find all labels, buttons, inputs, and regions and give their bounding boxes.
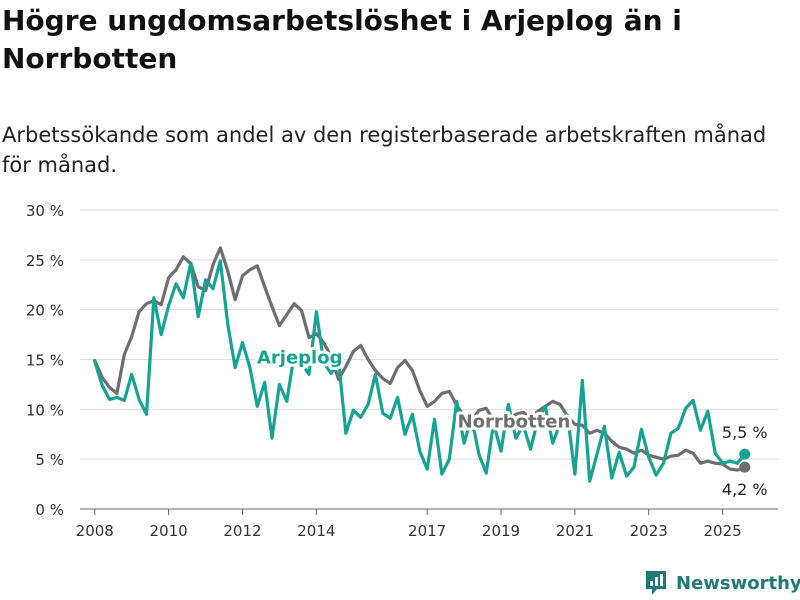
brand-name: Newsworthy [676, 572, 800, 594]
x-tick-label: 2025 [704, 522, 742, 540]
y-tick-label: 15 % [26, 352, 64, 370]
series-line-arjeplog [93, 259, 747, 483]
x-tick-label: 2021 [556, 522, 594, 540]
x-tick-label: 2008 [76, 522, 114, 540]
y-tick-label: 25 % [26, 252, 64, 270]
chart-subtitle: Arbetssökande som andel av den registerb… [2, 123, 767, 177]
x-tick-label: 2017 [408, 522, 446, 540]
x-axis: 2008 2010 2012 2014 2017 2019 2021 2023 2025 [76, 509, 742, 540]
x-tick-label: 2012 [223, 522, 261, 540]
end-value-label-norrbotten: 4,2 % [722, 480, 768, 499]
series-label-norrbotten: Norrbotten [458, 411, 571, 432]
end-point-norrbotten [739, 461, 751, 473]
end-value-label-arjeplog: 5,5 % [722, 423, 768, 442]
newsworthy-logo: Newsworthy [644, 568, 800, 598]
y-tick-label: 20 % [26, 302, 64, 320]
x-tick-label: 2019 [482, 522, 520, 540]
y-axis-tick-labels: 0 % 5 % 10 % 15 % 20 % 25 % 30 % [26, 202, 64, 519]
y-tick-label: 10 % [26, 401, 64, 419]
series-label-arjeplog: Arjeplog [257, 347, 343, 368]
chart-title: Högre ungdomsarbetslöshet i Arjeplog än … [2, 4, 682, 75]
series-label-arjeplog-halo: Arjeplog [257, 347, 343, 368]
series-lines [93, 246, 751, 483]
y-tick-label: 5 % [35, 451, 64, 469]
series-label-norrbotten-halo: Norrbotten [458, 411, 571, 432]
x-tick-label: 2014 [297, 522, 335, 540]
y-tick-label: 30 % [26, 202, 64, 220]
series-labels: 5,5 %4,2 %ArjeplogArjeplogNorrbottenNorr… [254, 344, 768, 499]
bar-chart-logo-icon [646, 571, 666, 595]
y-tick-label: 0 % [35, 501, 64, 519]
x-tick-label: 2010 [150, 522, 188, 540]
end-point-arjeplog [739, 448, 751, 460]
x-tick-label: 2023 [630, 522, 668, 540]
